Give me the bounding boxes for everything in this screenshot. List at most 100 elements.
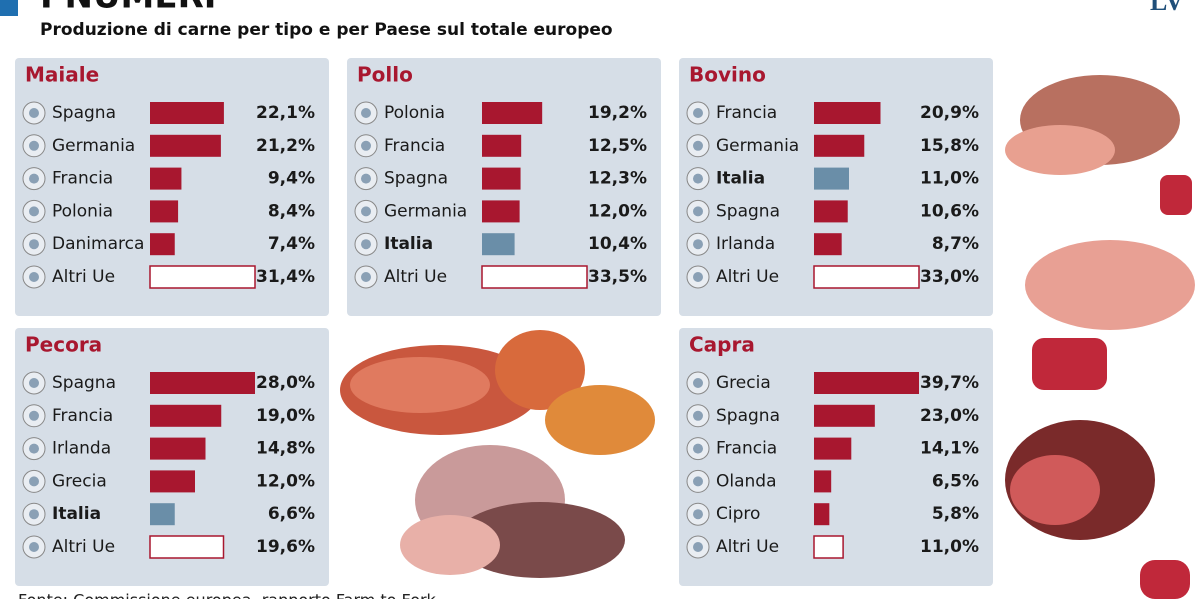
- bar: [482, 102, 543, 124]
- category-label: Olanda: [716, 471, 777, 491]
- value-label: 15,8%: [920, 136, 979, 156]
- value-label: 19,0%: [256, 406, 315, 426]
- flag-icon-center: [29, 140, 39, 151]
- category-label: Altri Ue: [384, 267, 447, 287]
- category-label: Italia: [384, 234, 433, 254]
- bar: [150, 470, 195, 493]
- value-label: 10,4%: [588, 234, 647, 254]
- flag-icon-center: [29, 443, 39, 454]
- value-label: 7,4%: [268, 234, 315, 254]
- category-label: Irlanda: [52, 439, 111, 459]
- bar: [482, 167, 521, 190]
- value-label: 5,8%: [932, 504, 979, 524]
- category-label: Altri Ue: [52, 537, 115, 557]
- category-label: Spagna: [716, 406, 780, 426]
- panel: Maiale Spagna 22,1% Germania 21,2% Francia 9,4…: [15, 58, 329, 316]
- flag-icon-center: [693, 542, 703, 552]
- category-label: Francia: [52, 406, 113, 426]
- panel-title: Bovino: [689, 63, 766, 87]
- panel-title: Capra: [689, 333, 755, 357]
- flag-icon-center: [29, 108, 39, 118]
- bar: [482, 134, 522, 157]
- category-label: Spagna: [52, 373, 116, 393]
- value-label: 19,6%: [256, 537, 315, 557]
- value-label: 20,9%: [920, 103, 979, 123]
- panel: Pecora Spagna 28,0% Francia 19,0% Irlanda 14,8…: [15, 328, 329, 586]
- value-label: 9,4%: [268, 169, 315, 189]
- category-label: Spagna: [716, 201, 780, 221]
- value-label: 10,6%: [920, 201, 979, 221]
- flag-icon-center: [693, 108, 703, 118]
- value-label: 31,4%: [256, 267, 315, 287]
- category-label: Francia: [52, 169, 113, 189]
- bar: [814, 233, 842, 256]
- value-label: 8,7%: [932, 234, 979, 254]
- flag-icon-center: [29, 173, 39, 184]
- value-label: 11,0%: [920, 169, 979, 189]
- value-label: 6,6%: [268, 504, 315, 524]
- category-label: Germania: [52, 136, 135, 156]
- flag-icon-center: [693, 509, 703, 520]
- bar: [481, 265, 588, 289]
- panel-title: Pecora: [25, 333, 102, 357]
- value-label: 12,0%: [256, 471, 315, 491]
- flag-icon-center: [29, 509, 39, 520]
- value-label: 23,0%: [920, 406, 979, 426]
- category-label: Italia: [52, 504, 101, 524]
- category-label: Francia: [716, 439, 777, 459]
- flag-icon-center: [29, 410, 39, 421]
- bar: [150, 200, 179, 223]
- category-label: Altri Ue: [716, 267, 779, 287]
- flag-icon-center: [361, 108, 371, 118]
- category-label: Germania: [716, 136, 799, 156]
- logo: LV: [1150, 0, 1184, 16]
- value-label: 14,8%: [256, 439, 315, 459]
- value-label: 28,0%: [256, 373, 315, 393]
- flag-icon-center: [693, 272, 703, 282]
- flag-icon-center: [693, 173, 703, 184]
- meat-side-illustrations: [1005, 75, 1195, 599]
- bar: [150, 167, 182, 190]
- value-label: 14,1%: [920, 439, 979, 459]
- flag-icon-center: [693, 206, 703, 217]
- flag-icon-center: [361, 140, 371, 151]
- value-label: 12,3%: [588, 169, 647, 189]
- bar: [150, 437, 206, 460]
- bar: [814, 200, 848, 223]
- category-label: Germania: [384, 201, 467, 221]
- flag-icon-center: [29, 272, 39, 282]
- category-label: Altri Ue: [52, 267, 115, 287]
- value-label: 33,0%: [920, 267, 979, 287]
- flag-icon-center: [693, 443, 703, 454]
- category-label: Grecia: [52, 471, 107, 491]
- page-title: I NUMERI: [40, 0, 216, 17]
- category-label: Danimarca: [52, 234, 144, 254]
- source: Fonte: Commissione europea, rapporto Far…: [18, 591, 437, 599]
- flag-icon-center: [693, 140, 703, 151]
- value-label: 19,2%: [588, 103, 647, 123]
- category-label: Italia: [716, 169, 765, 189]
- flag-icon-center: [29, 378, 39, 388]
- bar: [150, 102, 224, 124]
- panel-title: Maiale: [25, 63, 99, 87]
- bar: [814, 134, 865, 157]
- bar: [814, 503, 830, 526]
- category-label: Francia: [716, 103, 777, 123]
- bar: [814, 372, 919, 394]
- bar: [814, 102, 881, 124]
- flag-icon-center: [29, 476, 39, 487]
- value-label: 8,4%: [268, 201, 315, 221]
- value-label: 11,0%: [920, 537, 979, 557]
- category-label: Spagna: [384, 169, 448, 189]
- panel: Pollo Polonia 19,2% Francia 12,5% Spagna 12,3%…: [347, 58, 661, 316]
- value-label: 22,1%: [256, 103, 315, 123]
- flag-icon-center: [29, 206, 39, 217]
- panel: Bovino Francia 20,9% Germania 15,8% Italia 11,…: [679, 58, 993, 316]
- value-label: 12,5%: [588, 136, 647, 156]
- flag-icon-center: [361, 206, 371, 217]
- category-label: Irlanda: [716, 234, 775, 254]
- value-label: 33,5%: [588, 267, 647, 287]
- category-label: Francia: [384, 136, 445, 156]
- bar: [150, 404, 222, 427]
